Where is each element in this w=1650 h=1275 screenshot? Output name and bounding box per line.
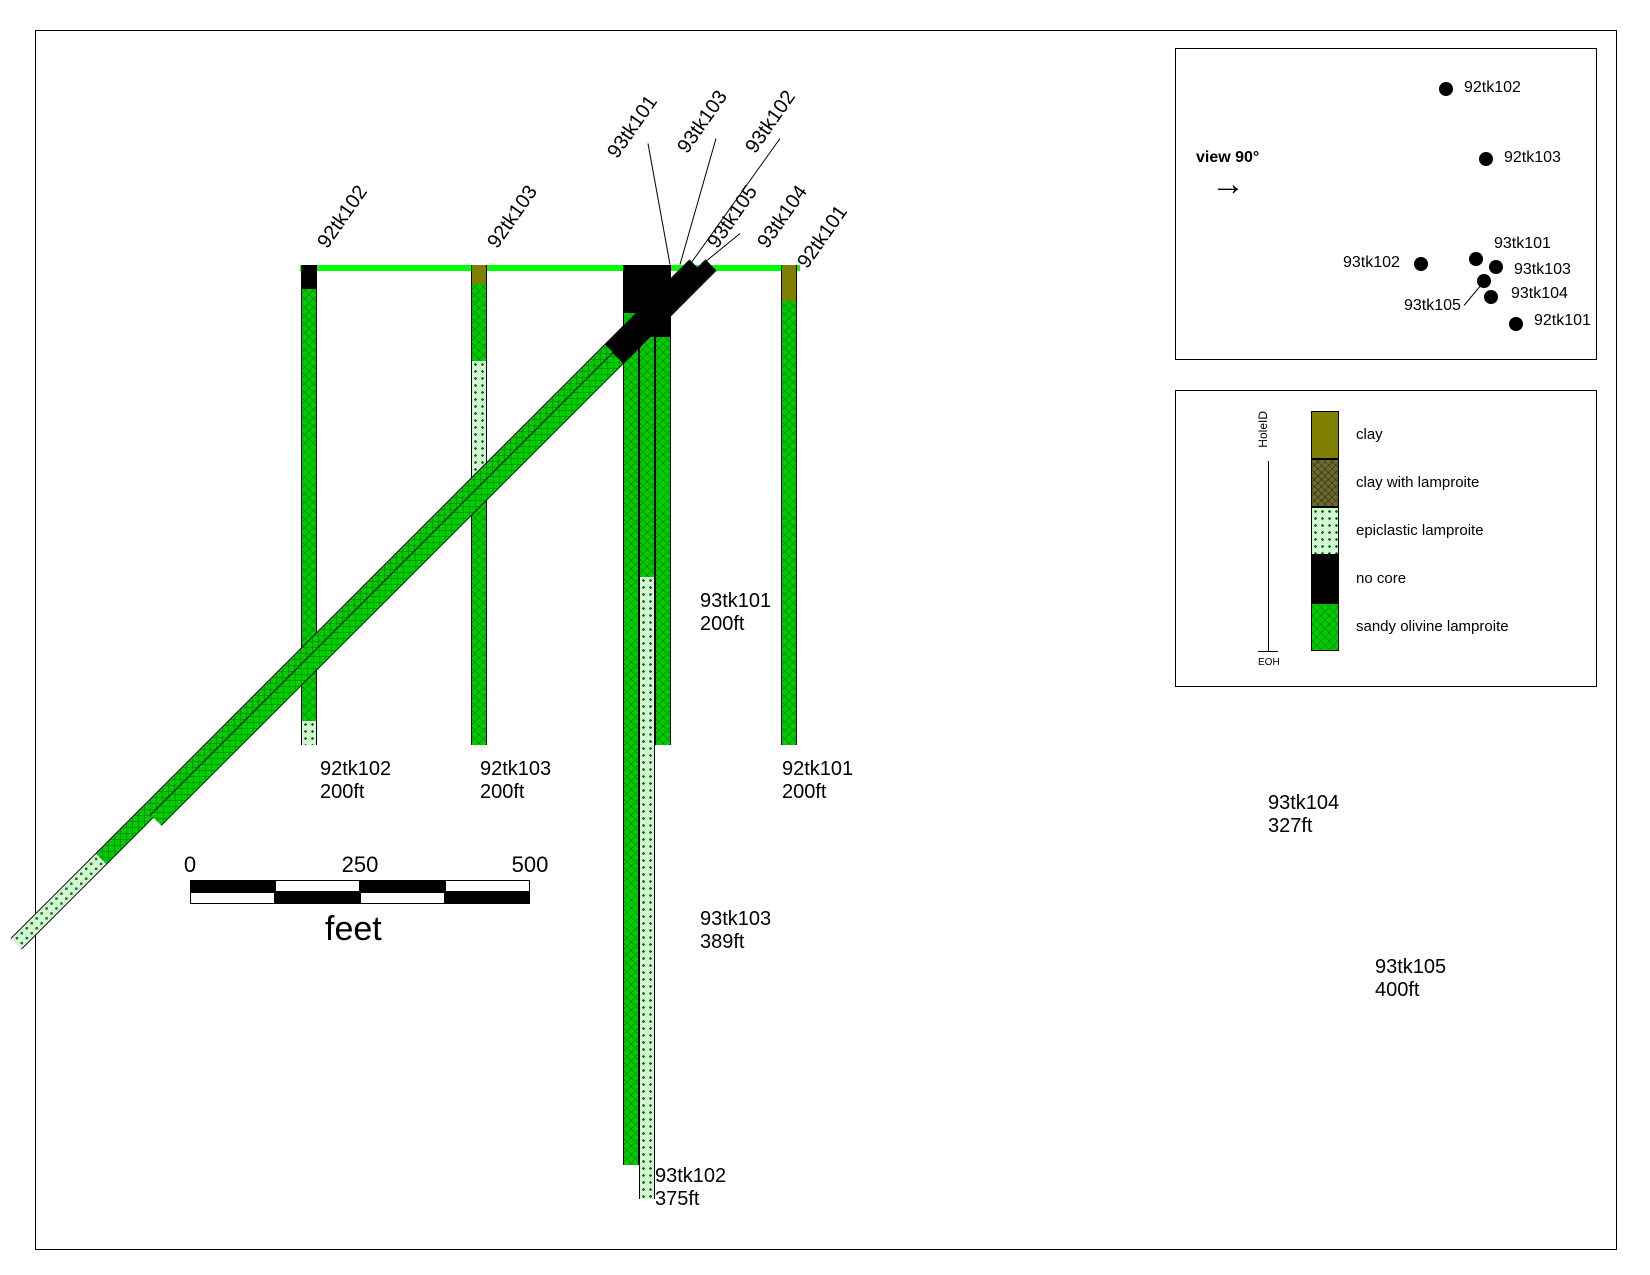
legend-item-label: clay <box>1356 426 1383 443</box>
lith-segment <box>640 577 654 1199</box>
legend-trace-bar <box>1258 651 1278 652</box>
surface-line <box>300 265 800 271</box>
hole-bottom-label: 92tk101200ft <box>782 758 853 804</box>
cross-section-diagram: 92tk102 92tk103 93tk101 93tk103 93tk102 93tk1… <box>0 0 1650 1275</box>
legend-swatch <box>1311 555 1339 603</box>
scale-segment <box>275 892 360 904</box>
hole-bottom-label: 93tk101200ft <box>700 590 771 636</box>
scale-tick-label: 500 <box>512 852 549 878</box>
legend-item-label: epiclastic lamproite <box>1356 522 1484 539</box>
legend-eoh-label: EOH <box>1258 657 1280 668</box>
map-point-label: 93tk104 <box>1511 285 1568 303</box>
map-point <box>1489 260 1503 274</box>
map-point <box>1509 317 1523 331</box>
lith-segment <box>624 313 638 1165</box>
map-point <box>1414 257 1428 271</box>
drillhole-93tk102 <box>623 265 639 1165</box>
hole-bottom-label: 93tk103389ft <box>700 908 771 954</box>
hole-bottom-label: 92tk102200ft <box>320 758 391 804</box>
map-point-label: 92tk103 <box>1504 149 1561 167</box>
lith-segment <box>302 265 316 289</box>
hole-bottom-label: 93tk104327ft <box>1268 792 1339 838</box>
map-point-label: 93tk105 <box>1404 297 1461 315</box>
scale-segment <box>360 880 445 892</box>
lith-segment <box>782 301 796 745</box>
scale-segment <box>445 892 530 904</box>
map-point-label: 92tk101 <box>1534 312 1591 330</box>
legend-swatch <box>1311 411 1339 459</box>
legend-item-label: sandy olivine lamproite <box>1356 618 1509 635</box>
drillhole-93tk103 <box>639 265 655 1199</box>
lith-segment <box>472 265 486 284</box>
scale-segment <box>360 892 445 904</box>
arrow-icon: → <box>1211 167 1245 201</box>
drillhole-92tk101 <box>781 265 797 745</box>
leader-line <box>1464 281 1485 306</box>
lith-segment <box>640 337 654 577</box>
legend-item-label: no core <box>1356 570 1406 587</box>
location-map: view 90°→92tk10292tk10393tk10293tk10193t… <box>1175 48 1597 360</box>
map-point-label: 92tk102 <box>1464 79 1521 97</box>
map-point <box>1484 290 1498 304</box>
map-point <box>1439 82 1453 96</box>
scale-segment <box>190 880 275 892</box>
scale-tick-label: 0 <box>184 852 196 878</box>
map-point <box>1469 252 1483 266</box>
lith-segment <box>782 265 796 301</box>
lith-segment <box>624 265 638 313</box>
scale-unit-label: feet <box>325 910 382 949</box>
lith-segment <box>472 284 486 361</box>
legend-swatch <box>1311 507 1339 555</box>
map-point-label: 93tk101 <box>1494 235 1551 253</box>
legend-trace-line <box>1268 461 1269 651</box>
lith-segment <box>472 481 486 745</box>
legend-swatch <box>1311 459 1339 507</box>
legend: HoleID EOH clay clay with lamproite epiclast… <box>1175 390 1597 687</box>
scale-segment <box>190 892 275 904</box>
lith-segment <box>302 721 316 745</box>
drillhole-93tk101 <box>655 265 671 745</box>
lith-segment <box>656 337 670 745</box>
map-point-label: 93tk103 <box>1514 261 1571 279</box>
map-point <box>1479 152 1493 166</box>
hole-bottom-label: 93tk105400ft <box>1375 956 1446 1002</box>
legend-holeid-label: HoleID <box>1256 411 1270 448</box>
hole-bottom-label: 92tk103200ft <box>480 758 551 804</box>
legend-swatch <box>1311 603 1339 651</box>
legend-item-label: clay with lamproite <box>1356 474 1479 491</box>
hole-bottom-label: 93tk102375ft <box>655 1165 726 1211</box>
scale-segment <box>445 880 530 892</box>
map-point-label: 93tk102 <box>1343 254 1400 272</box>
scale-tick-label: 250 <box>342 852 379 878</box>
scale-segment <box>275 880 360 892</box>
